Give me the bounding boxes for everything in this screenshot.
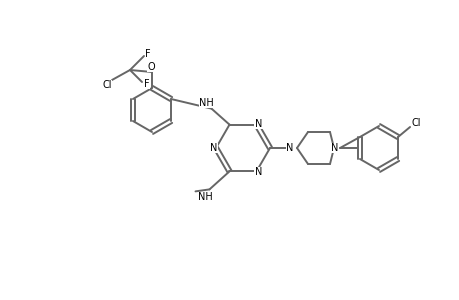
Text: F: F bbox=[145, 49, 151, 59]
Text: N: N bbox=[330, 143, 338, 153]
Text: N: N bbox=[285, 143, 293, 153]
Text: O: O bbox=[147, 62, 155, 72]
Text: NH: NH bbox=[199, 98, 213, 108]
Text: NH: NH bbox=[198, 192, 213, 203]
Text: F: F bbox=[144, 79, 150, 89]
Text: N: N bbox=[254, 118, 262, 129]
Text: Cl: Cl bbox=[410, 118, 420, 128]
Text: N: N bbox=[210, 143, 217, 153]
Text: N: N bbox=[254, 167, 262, 177]
Text: Cl: Cl bbox=[102, 80, 112, 90]
